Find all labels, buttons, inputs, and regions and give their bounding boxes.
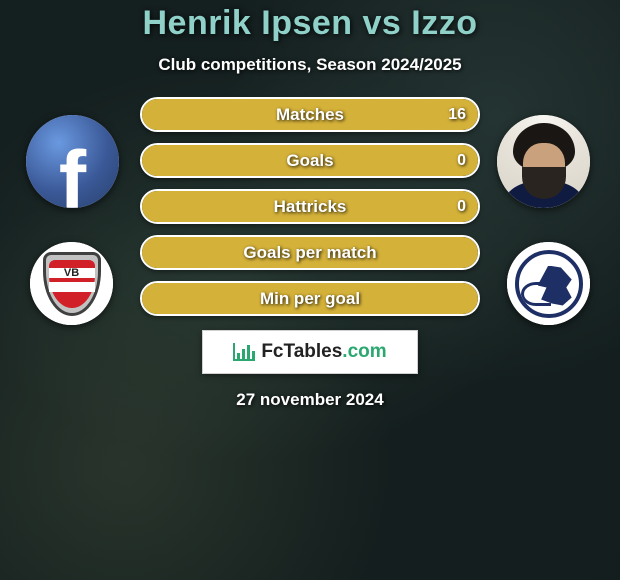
brand-name: FcTables	[261, 341, 342, 362]
content-root: Henrik Ipsen vs Izzo Club competitions, …	[0, 0, 620, 580]
stat-row-goals-per-match: Goals per match	[140, 235, 480, 270]
player-right-avatar	[497, 115, 590, 208]
brand-box: FcTables.com	[202, 330, 418, 374]
stat-label: Hattricks	[142, 191, 478, 222]
compare-zone: f VB	[0, 97, 620, 410]
person-icon	[497, 115, 590, 208]
bar-chart-icon	[233, 343, 255, 361]
stat-row-goals: Goals 0	[140, 143, 480, 178]
stats-bars: Matches 16 Goals 0 Hattricks 0 Goals per…	[140, 97, 480, 316]
subtitle: Club competitions, Season 2024/2025	[158, 55, 461, 75]
stat-value-right: 16	[448, 99, 466, 130]
stat-value-right: 0	[457, 145, 466, 176]
stat-row-hattricks: Hattricks 0	[140, 189, 480, 224]
stat-label: Min per goal	[142, 283, 478, 314]
player-left-avatar: f	[26, 115, 119, 208]
stat-row-min-per-goal: Min per goal	[140, 281, 480, 316]
stat-label: Goals	[142, 145, 478, 176]
club-left-logo: VB	[30, 242, 113, 325]
club-right-logo	[507, 242, 590, 325]
stat-row-matches: Matches 16	[140, 97, 480, 132]
stat-value-right: 0	[457, 191, 466, 222]
stat-label: Matches	[142, 99, 478, 130]
facebook-icon: f	[26, 115, 119, 208]
brand-suffix: .com	[342, 341, 386, 362]
brand-text: FcTables.com	[261, 341, 386, 363]
page-title: Henrik Ipsen vs Izzo	[143, 4, 478, 43]
stat-label: Goals per match	[142, 237, 478, 268]
date-text: 27 november 2024	[236, 390, 383, 410]
